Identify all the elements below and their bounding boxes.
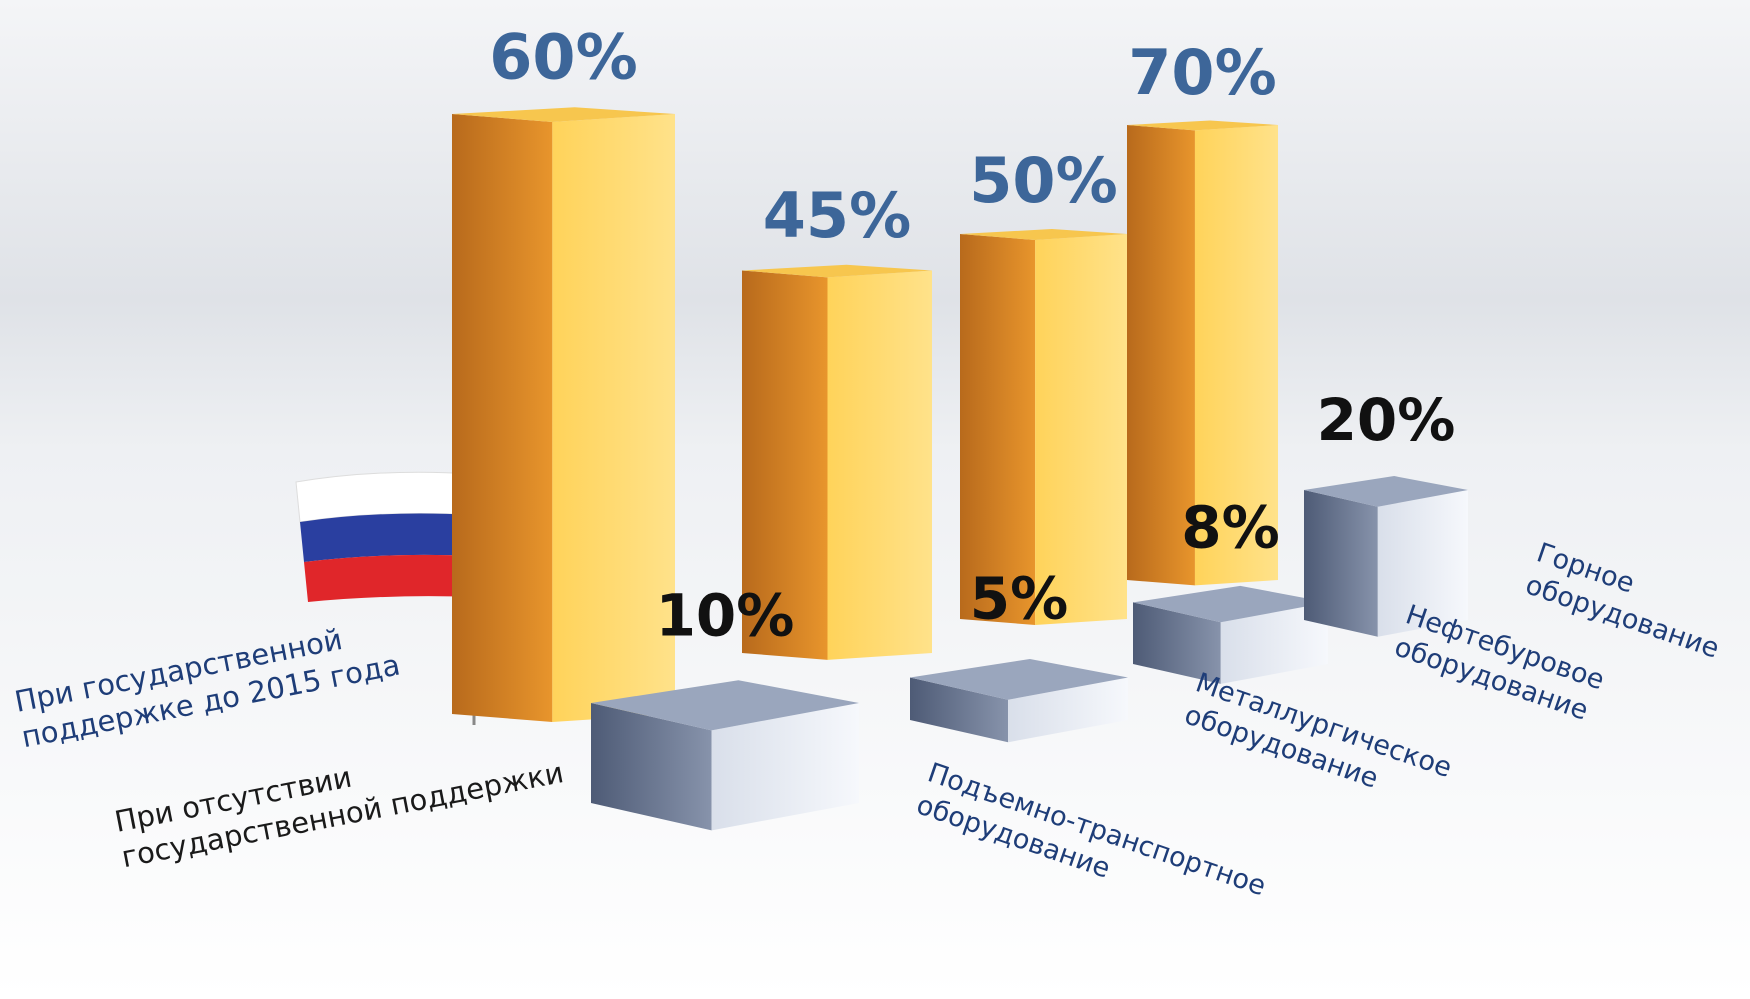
bar-side [1304, 490, 1378, 637]
bar [742, 264, 932, 660]
bar-side [910, 677, 1009, 743]
bar-top [452, 107, 675, 123]
bar-top [910, 658, 1128, 700]
bar [1304, 476, 1468, 637]
value-label: 50% [969, 144, 1117, 217]
bar-top [1133, 585, 1328, 623]
bar-side [452, 114, 553, 723]
bar-side [742, 270, 828, 660]
bar [1127, 120, 1278, 586]
bar [452, 107, 675, 723]
value-label: 8% [1181, 493, 1279, 561]
bar-front [1008, 677, 1128, 743]
flag [295, 450, 476, 725]
bar-side [1127, 125, 1195, 586]
bar-front [711, 703, 859, 831]
bar-front [1035, 234, 1127, 626]
value-label: 5% [970, 564, 1068, 632]
value-label: 45% [763, 179, 911, 252]
value-label: 70% [1128, 36, 1276, 109]
bar-top [960, 228, 1127, 241]
bar [960, 228, 1127, 626]
value-label: 60% [489, 21, 637, 94]
bar-top [742, 264, 932, 278]
value-label: 10% [656, 581, 795, 649]
bar-side [591, 703, 712, 831]
bar-side [960, 234, 1036, 626]
value-label: 20% [1317, 386, 1456, 454]
bar [591, 680, 859, 831]
bar-side [1133, 602, 1221, 684]
bar [1133, 585, 1328, 684]
bar-front [1194, 125, 1278, 586]
bar-top [1304, 476, 1468, 507]
bar-front [827, 270, 932, 660]
bar-top [591, 680, 859, 731]
bar [910, 658, 1128, 743]
bar-front [1220, 602, 1328, 684]
bar-front [1377, 490, 1468, 637]
bar-top [1127, 120, 1278, 131]
bar-front [552, 114, 675, 723]
